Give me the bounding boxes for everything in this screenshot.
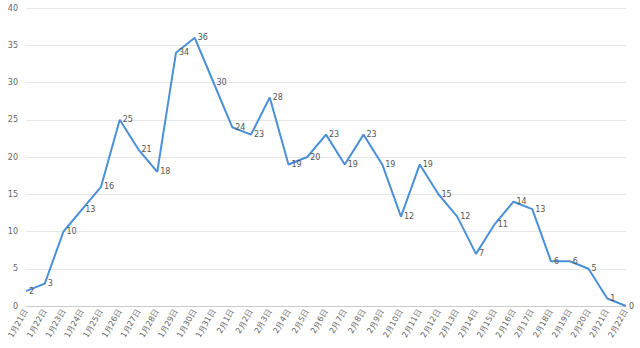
- svg-text:2月8日: 2月8日: [346, 307, 368, 335]
- svg-text:2月16日: 2月16日: [494, 307, 518, 340]
- svg-text:23: 23: [329, 130, 339, 139]
- svg-text:2月20日: 2月20日: [569, 307, 593, 340]
- svg-text:24: 24: [235, 123, 245, 132]
- svg-text:25: 25: [123, 115, 133, 124]
- svg-text:10: 10: [67, 227, 77, 236]
- svg-text:1月22日: 1月22日: [25, 307, 49, 340]
- svg-text:1: 1: [610, 294, 615, 303]
- svg-text:19: 19: [348, 160, 358, 169]
- svg-text:15: 15: [8, 190, 18, 199]
- svg-text:34: 34: [179, 48, 189, 57]
- svg-text:1月21日: 1月21日: [6, 307, 30, 340]
- svg-text:1月25日: 1月25日: [81, 307, 105, 340]
- svg-text:2月3日: 2月3日: [252, 307, 274, 335]
- svg-text:28: 28: [273, 93, 283, 102]
- svg-text:23: 23: [367, 130, 377, 139]
- svg-text:5: 5: [13, 264, 18, 273]
- svg-text:2月14日: 2月14日: [456, 307, 480, 340]
- svg-text:12: 12: [460, 212, 470, 221]
- svg-text:19: 19: [423, 160, 433, 169]
- svg-text:13: 13: [535, 205, 545, 214]
- svg-text:2月17日: 2月17日: [512, 307, 537, 340]
- svg-text:36: 36: [198, 33, 208, 42]
- svg-text:1月27日: 1月27日: [119, 307, 143, 340]
- svg-text:30: 30: [8, 78, 18, 87]
- svg-text:2月7日: 2月7日: [327, 307, 349, 335]
- svg-text:16: 16: [104, 182, 114, 191]
- svg-text:2月9日: 2月9日: [365, 307, 387, 335]
- svg-text:2月18日: 2月18日: [531, 307, 555, 340]
- svg-text:1月24日: 1月24日: [62, 307, 87, 340]
- svg-text:0: 0: [629, 302, 634, 311]
- svg-text:12: 12: [404, 212, 414, 221]
- svg-text:1月30日: 1月30日: [175, 307, 199, 340]
- svg-text:2月1日: 2月1日: [215, 307, 237, 335]
- svg-text:1月29日: 1月29日: [156, 307, 180, 340]
- svg-text:1月23日: 1月23日: [44, 307, 68, 340]
- svg-text:40: 40: [8, 4, 18, 13]
- svg-text:19: 19: [385, 160, 395, 169]
- svg-text:15: 15: [442, 190, 452, 199]
- svg-text:10: 10: [8, 227, 18, 236]
- svg-text:14: 14: [517, 197, 527, 206]
- svg-text:20: 20: [310, 153, 320, 162]
- svg-text:11: 11: [498, 220, 508, 229]
- svg-text:18: 18: [160, 167, 170, 176]
- svg-text:3: 3: [48, 279, 53, 288]
- svg-text:0: 0: [13, 302, 18, 311]
- svg-text:6: 6: [573, 257, 578, 266]
- svg-text:2月6日: 2月6日: [309, 307, 330, 335]
- svg-text:35: 35: [8, 41, 18, 50]
- svg-text:2月12日: 2月12日: [419, 307, 443, 340]
- svg-text:2月19日: 2月19日: [550, 307, 574, 340]
- svg-text:2月5日: 2月5日: [290, 307, 312, 335]
- svg-text:2月4日: 2月4日: [271, 307, 293, 335]
- svg-text:2月21日: 2月21日: [587, 307, 612, 340]
- svg-text:2月11日: 2月11日: [400, 307, 424, 340]
- svg-text:13: 13: [85, 205, 95, 214]
- svg-text:19: 19: [292, 160, 302, 169]
- svg-text:6: 6: [554, 257, 559, 266]
- svg-text:23: 23: [254, 130, 264, 139]
- svg-text:2月15日: 2月15日: [475, 307, 499, 340]
- svg-text:1月26日: 1月26日: [100, 307, 124, 340]
- svg-text:2月2日: 2月2日: [234, 307, 255, 335]
- svg-text:2月13日: 2月13日: [437, 307, 462, 340]
- svg-text:2: 2: [29, 287, 34, 296]
- svg-text:2月10日: 2月10日: [381, 307, 405, 340]
- svg-text:7: 7: [479, 249, 484, 258]
- svg-text:25: 25: [8, 115, 18, 124]
- svg-text:20: 20: [8, 153, 18, 162]
- svg-text:21: 21: [142, 145, 152, 154]
- svg-text:5: 5: [592, 264, 597, 273]
- svg-text:30: 30: [217, 78, 227, 87]
- svg-text:1月28日: 1月28日: [137, 307, 162, 340]
- svg-text:1月31日: 1月31日: [194, 308, 217, 340]
- svg-text:2月22日: 2月22日: [606, 308, 629, 340]
